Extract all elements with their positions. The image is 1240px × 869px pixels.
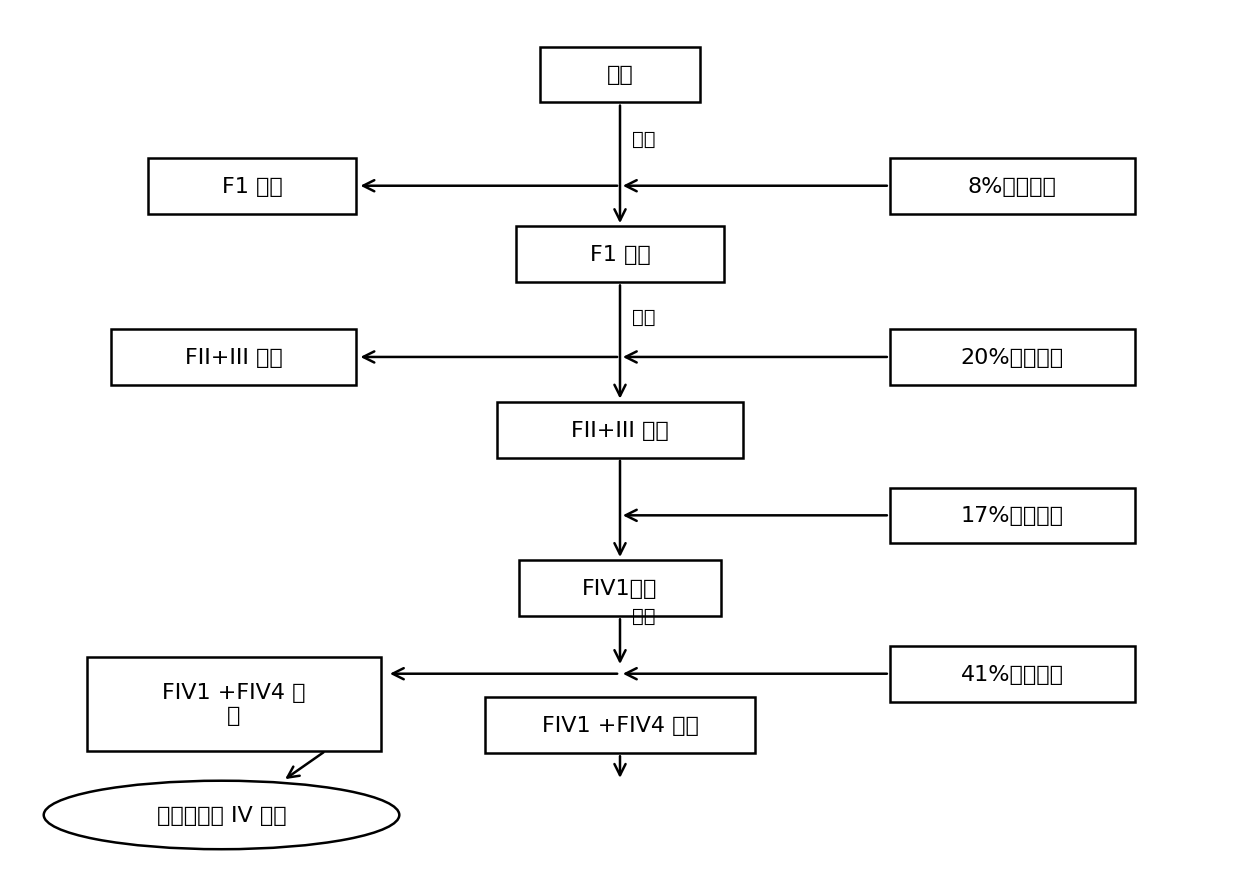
FancyBboxPatch shape xyxy=(148,159,356,215)
Text: 41%乙醇沉淠: 41%乙醇沉淠 xyxy=(961,664,1064,684)
Text: 血浆: 血浆 xyxy=(606,65,634,85)
FancyBboxPatch shape xyxy=(890,329,1135,385)
Text: 压滤: 压滤 xyxy=(632,308,656,327)
Text: FIV1上清: FIV1上清 xyxy=(583,579,657,599)
FancyBboxPatch shape xyxy=(890,488,1135,543)
Text: F1 沉淠: F1 沉淠 xyxy=(222,176,283,196)
FancyBboxPatch shape xyxy=(497,402,743,458)
FancyBboxPatch shape xyxy=(541,48,699,103)
FancyBboxPatch shape xyxy=(516,227,724,282)
Text: FII+III 沉淠: FII+III 沉淠 xyxy=(185,348,283,368)
FancyBboxPatch shape xyxy=(112,329,356,385)
Ellipse shape xyxy=(43,781,399,849)
Text: 压滤: 压滤 xyxy=(632,607,656,626)
Text: 20%乙醇沉淠: 20%乙醇沉淠 xyxy=(961,348,1064,368)
Text: 本发明组分 IV 沉淠: 本发明组分 IV 沉淠 xyxy=(156,805,286,825)
Text: 8%乙醇沉淠: 8%乙醇沉淠 xyxy=(968,176,1056,196)
FancyBboxPatch shape xyxy=(890,647,1135,702)
FancyBboxPatch shape xyxy=(518,561,722,616)
FancyBboxPatch shape xyxy=(890,159,1135,215)
Text: FIV1 +FIV4 上清: FIV1 +FIV4 上清 xyxy=(542,715,698,735)
Text: FIV1 +FIV4 沉
淠: FIV1 +FIV4 沉 淠 xyxy=(162,682,305,726)
Text: FII+III 上清: FII+III 上清 xyxy=(572,421,668,441)
FancyBboxPatch shape xyxy=(485,698,755,753)
Text: F1 上清: F1 上清 xyxy=(590,245,650,265)
FancyBboxPatch shape xyxy=(87,657,381,751)
Text: 17%乙醇沉淠: 17%乙醇沉淠 xyxy=(961,506,1064,526)
Text: 压滤: 压滤 xyxy=(632,130,656,149)
